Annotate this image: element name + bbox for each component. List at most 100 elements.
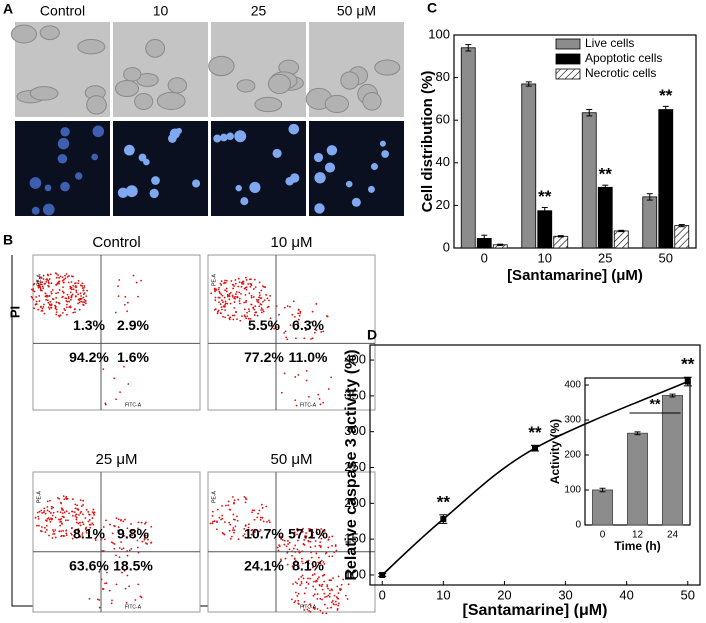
event-dot xyxy=(216,521,218,524)
nucleus xyxy=(42,203,55,216)
event-dot xyxy=(82,289,85,292)
event-dot xyxy=(121,571,123,574)
y-tick-label: 150 xyxy=(344,531,366,546)
axis-label: PI xyxy=(7,306,22,318)
event-dot xyxy=(281,538,284,541)
axis-label: [Santamarine] (μM) xyxy=(463,602,608,618)
event-dot xyxy=(251,511,253,514)
event-dot xyxy=(105,519,107,522)
column-label: 25 xyxy=(251,3,267,19)
event-dot xyxy=(321,588,324,591)
event-dot xyxy=(294,376,297,378)
event-dot xyxy=(315,552,318,555)
event-dot xyxy=(40,509,43,512)
event-dot xyxy=(299,312,302,315)
event-dot xyxy=(72,275,74,278)
event-dot xyxy=(235,311,238,313)
event-dot xyxy=(48,303,51,306)
event-dot xyxy=(58,530,61,533)
error-bar xyxy=(662,105,669,114)
event-dot xyxy=(213,289,216,291)
event-dot xyxy=(41,285,44,288)
column-label: 10 xyxy=(153,3,169,19)
event-dot xyxy=(118,556,121,559)
event-dot xyxy=(61,279,64,282)
event-dot xyxy=(75,291,78,294)
event-dot xyxy=(126,527,129,530)
quadrant-value: 94.2% xyxy=(69,349,109,365)
event-dot xyxy=(300,580,303,583)
y-tick-label: 300 xyxy=(564,415,581,426)
event-dot xyxy=(323,603,326,606)
nucleus xyxy=(345,180,353,188)
event-dot xyxy=(322,330,325,333)
event-dot xyxy=(245,288,248,291)
y-tick-label: 300 xyxy=(344,423,366,438)
event-dot xyxy=(261,516,264,519)
event-dot xyxy=(233,499,236,502)
event-dot xyxy=(106,571,108,574)
event-dot xyxy=(331,599,334,602)
event-dot xyxy=(233,314,236,317)
event-dot xyxy=(79,297,82,300)
event-dot xyxy=(146,532,149,535)
plot-title: 50 μM xyxy=(271,451,313,468)
event-dot xyxy=(276,546,279,549)
event-dot xyxy=(302,542,305,545)
event-dot xyxy=(304,329,307,332)
event-dot xyxy=(49,300,52,303)
event-dot xyxy=(244,497,247,499)
event-dot xyxy=(326,584,329,586)
x-tick-label: 40 xyxy=(619,587,633,602)
event-dot xyxy=(37,524,40,527)
significance: ** xyxy=(681,355,695,374)
event-dot xyxy=(113,377,116,380)
event-dot xyxy=(115,398,117,401)
event-dot xyxy=(40,283,43,286)
event-dot xyxy=(211,510,214,513)
event-dot xyxy=(297,539,299,542)
x-tick-label: 30 xyxy=(558,587,572,602)
event-dot xyxy=(309,605,312,607)
nucleus xyxy=(288,123,300,135)
event-dot xyxy=(227,504,230,507)
event-dot xyxy=(337,575,340,578)
event-dot xyxy=(258,305,261,308)
event-dot xyxy=(302,562,304,565)
event-dot xyxy=(248,310,251,313)
event-dot xyxy=(260,311,263,314)
event-dot xyxy=(238,302,241,305)
error-bar xyxy=(525,81,532,87)
event-dot xyxy=(245,317,248,320)
event-dot xyxy=(42,274,45,277)
event-dot xyxy=(55,296,58,299)
event-dot xyxy=(75,518,78,521)
error-bar xyxy=(531,444,539,452)
event-dot xyxy=(319,609,322,612)
x-tick-label: 12 xyxy=(632,530,644,541)
bar xyxy=(613,230,629,249)
event-dot xyxy=(286,563,289,566)
x-tick-label: 10 xyxy=(538,250,552,265)
event-dot xyxy=(122,530,124,533)
event-dot xyxy=(280,558,282,561)
event-dot xyxy=(301,557,303,560)
event-dot xyxy=(307,562,310,565)
event-dot xyxy=(69,305,72,308)
event-dot xyxy=(236,295,238,298)
event-dot xyxy=(50,507,53,510)
event-dot xyxy=(213,308,216,311)
event-dot xyxy=(147,538,149,541)
event-dot xyxy=(223,281,226,284)
event-dot xyxy=(150,525,153,528)
event-dot xyxy=(82,296,85,299)
event-dot xyxy=(59,520,62,523)
event-dot xyxy=(216,310,219,313)
event-dot xyxy=(47,279,50,282)
event-dot xyxy=(231,314,234,317)
event-dot xyxy=(79,499,82,501)
event-dot xyxy=(222,532,225,535)
plot-frame xyxy=(453,34,697,249)
event-dot xyxy=(289,324,292,327)
plot-axis: PE-A xyxy=(211,491,217,503)
